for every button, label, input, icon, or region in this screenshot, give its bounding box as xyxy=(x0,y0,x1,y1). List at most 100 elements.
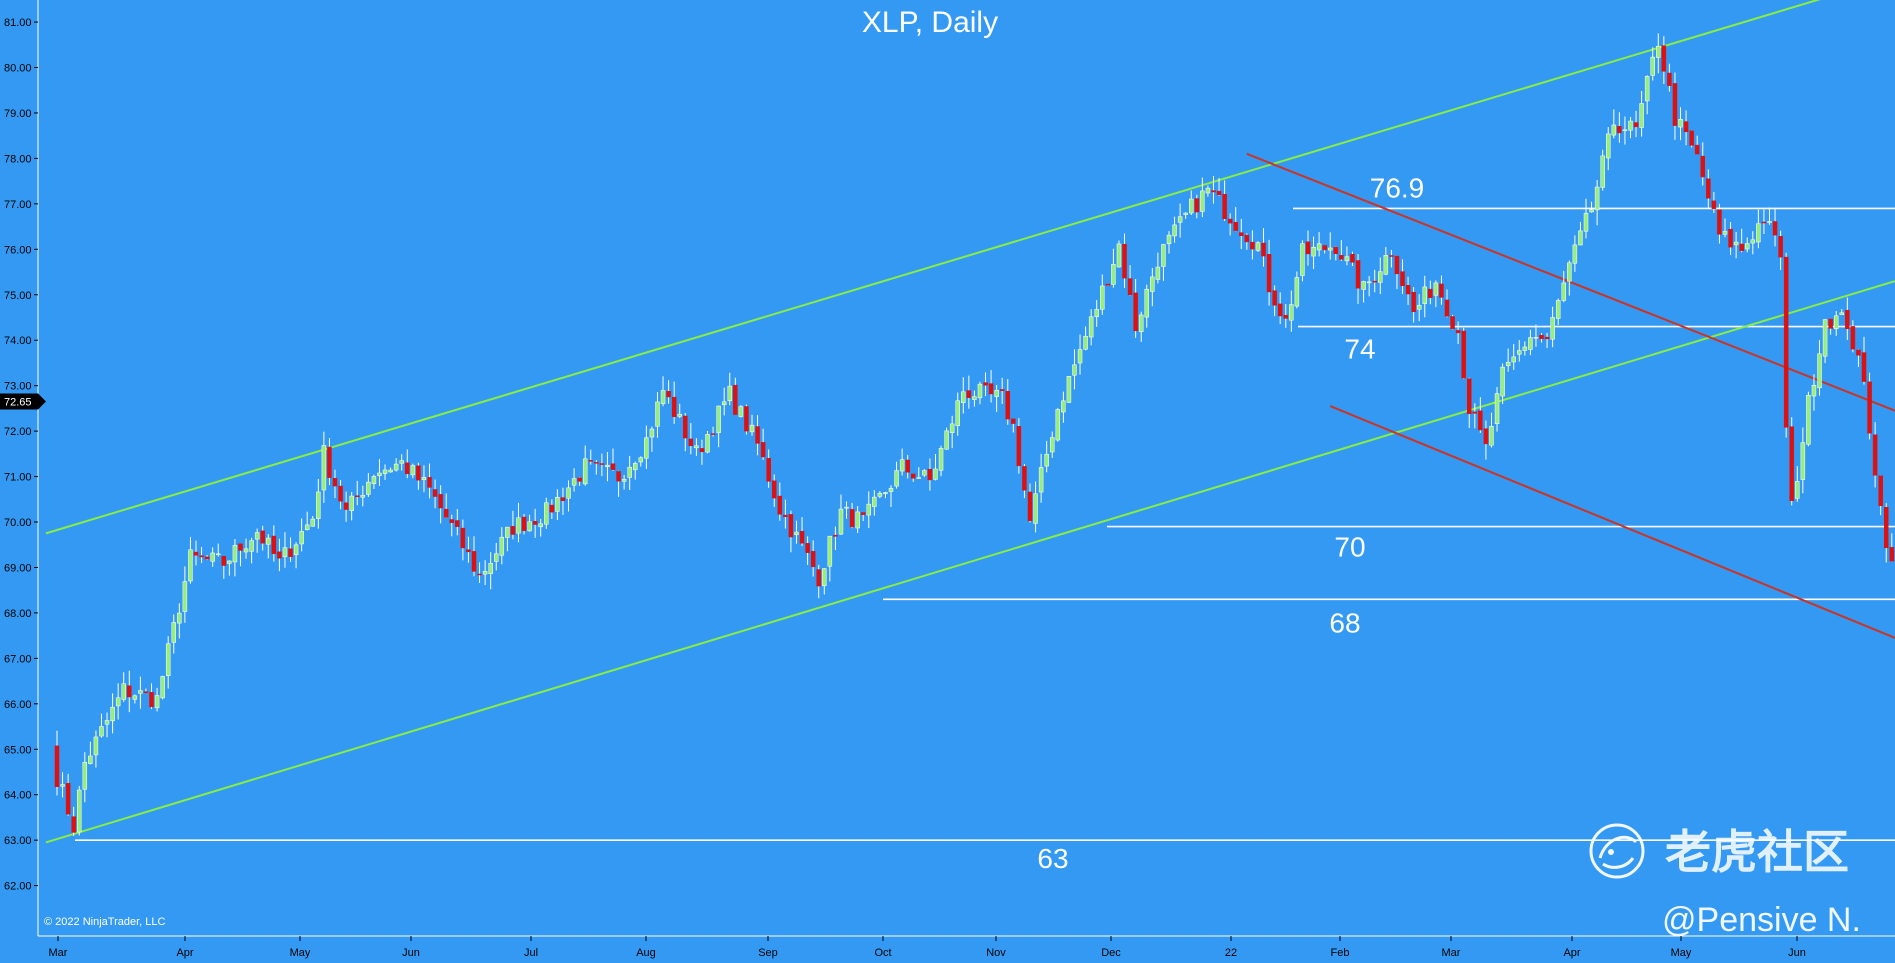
x-tick-label: Sep xyxy=(758,947,778,959)
candle xyxy=(1744,237,1750,253)
candle xyxy=(988,370,994,403)
candle xyxy=(1717,203,1722,244)
candle xyxy=(1350,251,1355,266)
candle xyxy=(560,487,566,515)
candle xyxy=(621,474,627,490)
candle xyxy=(121,672,126,702)
candle xyxy=(71,806,76,837)
x-tick-label: Apr xyxy=(176,947,193,959)
y-tick-label: 68.00 xyxy=(4,608,32,620)
x-tick-label: Dec xyxy=(1101,947,1121,959)
candle xyxy=(1728,221,1733,256)
candle xyxy=(1544,332,1550,349)
candle xyxy=(1327,232,1333,260)
candle xyxy=(332,469,338,499)
current-price-tag: 72.65 xyxy=(0,393,46,410)
candle xyxy=(1289,290,1294,332)
candle xyxy=(1656,33,1661,74)
candle xyxy=(1478,397,1483,433)
candle xyxy=(138,676,143,709)
candle xyxy=(1750,231,1756,255)
candle xyxy=(1227,213,1233,236)
candle xyxy=(1072,349,1077,390)
candle xyxy=(477,562,482,583)
candle xyxy=(1372,269,1377,293)
candle xyxy=(1211,176,1216,204)
candle xyxy=(860,512,866,521)
candle xyxy=(215,543,221,557)
candle xyxy=(82,752,88,803)
watermark: 老虎社区 @Pensive N. xyxy=(1589,823,1861,939)
candle xyxy=(1055,408,1061,442)
candle xyxy=(1889,533,1895,562)
candle xyxy=(1511,344,1516,370)
candle xyxy=(399,454,404,471)
candle xyxy=(794,520,799,544)
y-tick-label: 77.00 xyxy=(4,199,32,211)
candle xyxy=(1105,283,1111,287)
candle xyxy=(1194,194,1200,219)
candle xyxy=(1127,265,1133,296)
candle xyxy=(1261,228,1266,267)
candle xyxy=(1700,142,1706,186)
candle xyxy=(1550,306,1555,348)
candle xyxy=(466,536,471,563)
candle xyxy=(1578,221,1583,246)
candle xyxy=(699,439,705,465)
candle xyxy=(1416,294,1422,322)
candle xyxy=(516,502,521,543)
candle xyxy=(1316,232,1322,257)
candle xyxy=(766,449,771,488)
candle xyxy=(1594,180,1600,226)
candle xyxy=(1461,327,1466,379)
candle xyxy=(655,392,660,438)
candle xyxy=(994,384,999,412)
candle xyxy=(54,730,60,796)
candle xyxy=(983,372,988,397)
candle xyxy=(1828,318,1833,335)
candle xyxy=(416,462,421,490)
candle xyxy=(805,536,810,565)
y-tick-label: 62.00 xyxy=(4,881,32,893)
y-tick-label: 64.00 xyxy=(4,790,32,802)
candle xyxy=(1244,233,1250,250)
candle xyxy=(538,518,543,537)
candle xyxy=(855,506,860,534)
candle xyxy=(254,528,260,553)
candle xyxy=(966,375,972,409)
candle xyxy=(1361,280,1366,303)
candle xyxy=(382,464,388,480)
candle xyxy=(1200,177,1205,218)
candle xyxy=(221,555,227,579)
candle xyxy=(899,448,905,476)
y-tick-label: 78.00 xyxy=(4,153,32,165)
y-tick-label: 79.00 xyxy=(4,108,32,120)
candle xyxy=(1100,274,1105,315)
candle xyxy=(60,772,65,798)
candle xyxy=(760,428,766,460)
candle xyxy=(1205,185,1211,197)
candle xyxy=(1505,348,1511,372)
candle xyxy=(999,377,1005,404)
channel-line-green-1 xyxy=(45,280,1895,844)
candle xyxy=(304,511,310,531)
candle xyxy=(644,425,649,469)
candle xyxy=(1266,239,1272,306)
candle xyxy=(1555,298,1561,325)
candle xyxy=(1589,201,1594,213)
candle xyxy=(1061,391,1066,423)
candle xyxy=(1683,110,1689,146)
candle xyxy=(1539,333,1544,343)
candle xyxy=(393,458,399,472)
y-tick-label: 63.00 xyxy=(4,835,32,847)
y-tick-label: 80.00 xyxy=(4,63,32,75)
candle xyxy=(1789,417,1794,506)
candle xyxy=(1222,180,1227,221)
candle xyxy=(1528,329,1533,356)
candle xyxy=(933,454,938,481)
candle xyxy=(238,543,243,567)
candle xyxy=(271,525,277,562)
candle xyxy=(1795,466,1800,502)
candle xyxy=(1600,149,1605,191)
candle xyxy=(1878,475,1883,516)
